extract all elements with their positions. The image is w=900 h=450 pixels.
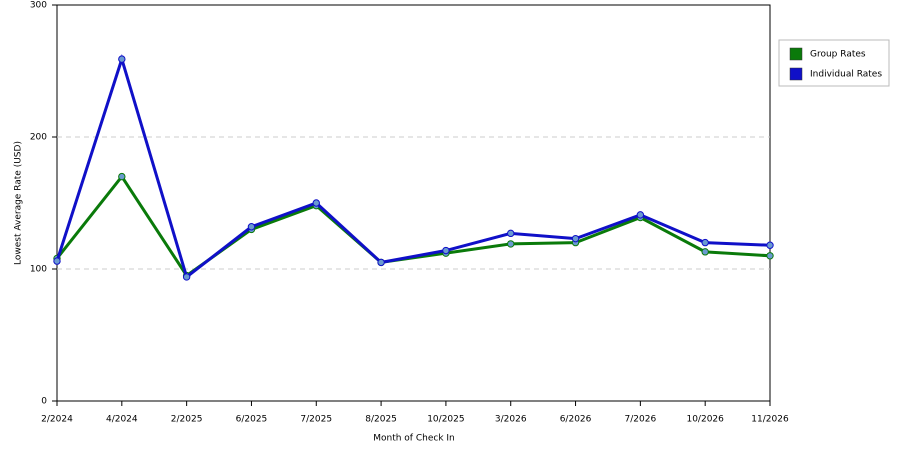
data-point bbox=[766, 252, 774, 260]
x-tick-label: 10/2026 bbox=[686, 415, 724, 425]
data-point bbox=[53, 257, 61, 265]
data-point bbox=[442, 246, 450, 255]
x-tick-label: 2/2025 bbox=[171, 415, 203, 425]
x-tick-label: 6/2026 bbox=[560, 415, 592, 425]
x-axis-label: Month of Check In bbox=[373, 434, 455, 444]
data-point bbox=[507, 229, 515, 238]
legend-swatch bbox=[789, 67, 803, 81]
legend-label: Individual Rates bbox=[810, 70, 882, 80]
data-point bbox=[377, 258, 385, 267]
data-point bbox=[182, 273, 191, 281]
x-tick-label: 3/2026 bbox=[495, 415, 527, 425]
data-point bbox=[766, 241, 774, 249]
data-point bbox=[636, 211, 645, 219]
data-point bbox=[507, 240, 515, 248]
y-axis-label: Lowest Average Rate (USD) bbox=[14, 141, 24, 265]
data-point bbox=[571, 234, 580, 243]
y-tick-label: 200 bbox=[30, 133, 47, 143]
data-point bbox=[312, 199, 320, 207]
data-point bbox=[118, 172, 126, 181]
x-tick-label: 10/2025 bbox=[427, 415, 464, 425]
data-point bbox=[701, 248, 709, 256]
y-tick-label: 0 bbox=[41, 397, 47, 407]
x-tick-label: 4/2024 bbox=[106, 415, 138, 425]
x-tick-label: 6/2025 bbox=[236, 415, 268, 425]
legend-label: Group Rates bbox=[810, 50, 866, 60]
y-tick-label: 300 bbox=[30, 1, 47, 11]
plot-frame bbox=[56, 4, 771, 402]
legend-swatch bbox=[789, 47, 803, 61]
x-tick-label: 7/2026 bbox=[625, 415, 657, 425]
x-tick-label: 7/2025 bbox=[300, 415, 332, 425]
x-tick-label: 2/2024 bbox=[41, 415, 73, 425]
data-point bbox=[118, 55, 126, 63]
series-line bbox=[55, 54, 771, 280]
data-point bbox=[247, 223, 256, 231]
x-tick-label: 8/2025 bbox=[365, 415, 397, 425]
data-point bbox=[701, 238, 709, 247]
y-tick-label: 100 bbox=[30, 265, 47, 275]
x-tick-label: 11/2026 bbox=[751, 415, 789, 425]
